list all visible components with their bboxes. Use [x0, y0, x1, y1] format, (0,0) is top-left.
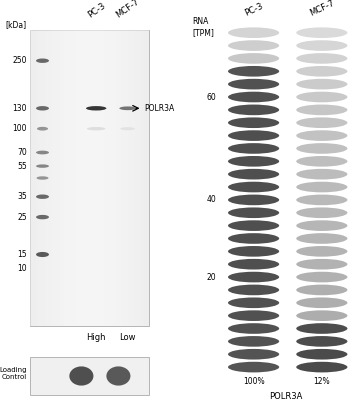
Ellipse shape: [296, 143, 347, 154]
Ellipse shape: [36, 106, 49, 110]
Ellipse shape: [37, 127, 48, 130]
Ellipse shape: [37, 176, 49, 180]
Ellipse shape: [36, 194, 49, 199]
Text: 10: 10: [17, 264, 27, 273]
Ellipse shape: [228, 156, 279, 167]
Ellipse shape: [296, 40, 347, 51]
Ellipse shape: [228, 169, 279, 180]
Ellipse shape: [228, 246, 279, 257]
Ellipse shape: [228, 40, 279, 51]
FancyBboxPatch shape: [30, 357, 149, 395]
Ellipse shape: [36, 151, 49, 154]
Ellipse shape: [228, 143, 279, 154]
Text: High: High: [86, 333, 106, 342]
Text: 25: 25: [17, 213, 27, 222]
Ellipse shape: [119, 106, 136, 110]
Ellipse shape: [87, 127, 106, 130]
Ellipse shape: [296, 259, 347, 270]
Ellipse shape: [228, 259, 279, 270]
Text: PC-3: PC-3: [243, 1, 264, 18]
Ellipse shape: [228, 349, 279, 360]
Ellipse shape: [120, 127, 135, 130]
Ellipse shape: [296, 118, 347, 128]
Ellipse shape: [296, 220, 347, 231]
Text: MCF-7: MCF-7: [114, 0, 141, 20]
Ellipse shape: [296, 130, 347, 141]
Ellipse shape: [296, 208, 347, 218]
Ellipse shape: [296, 233, 347, 244]
Text: MCF-7: MCF-7: [308, 0, 336, 18]
Text: 20: 20: [207, 272, 216, 282]
Text: 60: 60: [206, 92, 216, 102]
Ellipse shape: [296, 53, 347, 64]
Ellipse shape: [296, 298, 347, 308]
Ellipse shape: [228, 79, 279, 90]
Ellipse shape: [228, 233, 279, 244]
Ellipse shape: [36, 164, 49, 168]
Ellipse shape: [296, 349, 347, 360]
Ellipse shape: [36, 252, 49, 257]
Text: 12%: 12%: [314, 377, 330, 386]
Ellipse shape: [296, 156, 347, 167]
Ellipse shape: [296, 79, 347, 90]
Ellipse shape: [296, 272, 347, 282]
Ellipse shape: [296, 27, 347, 38]
Ellipse shape: [228, 336, 279, 347]
Ellipse shape: [228, 92, 279, 102]
Ellipse shape: [228, 285, 279, 295]
Text: 15: 15: [17, 250, 27, 259]
Ellipse shape: [296, 169, 347, 180]
Ellipse shape: [228, 194, 279, 205]
Ellipse shape: [228, 130, 279, 141]
Ellipse shape: [228, 323, 279, 334]
Ellipse shape: [296, 323, 347, 334]
Text: Low: Low: [119, 333, 136, 342]
Text: 35: 35: [17, 192, 27, 201]
Ellipse shape: [106, 366, 130, 386]
Text: 70: 70: [17, 148, 27, 157]
Ellipse shape: [228, 208, 279, 218]
Text: RNA
[TPM]: RNA [TPM]: [192, 18, 214, 37]
Text: 130: 130: [12, 104, 27, 113]
Text: 100%: 100%: [243, 377, 264, 386]
Text: 55: 55: [17, 162, 27, 170]
Ellipse shape: [228, 118, 279, 128]
Ellipse shape: [296, 194, 347, 205]
Ellipse shape: [228, 53, 279, 64]
Ellipse shape: [296, 362, 347, 372]
Text: 250: 250: [12, 56, 27, 65]
Ellipse shape: [228, 66, 279, 77]
Ellipse shape: [296, 310, 347, 321]
Text: POLR3A: POLR3A: [144, 104, 175, 113]
Ellipse shape: [228, 310, 279, 321]
Ellipse shape: [228, 27, 279, 38]
Ellipse shape: [36, 215, 49, 219]
FancyBboxPatch shape: [30, 30, 149, 326]
Text: Loading
Control: Loading Control: [0, 367, 27, 380]
Text: 100: 100: [12, 124, 27, 133]
Ellipse shape: [296, 246, 347, 257]
Ellipse shape: [69, 366, 93, 386]
Ellipse shape: [228, 182, 279, 192]
Text: [kDa]: [kDa]: [5, 20, 26, 29]
Text: PC-3: PC-3: [86, 2, 107, 20]
Ellipse shape: [86, 106, 106, 110]
Ellipse shape: [296, 285, 347, 295]
Ellipse shape: [228, 362, 279, 372]
Ellipse shape: [228, 220, 279, 231]
Ellipse shape: [36, 58, 49, 63]
Ellipse shape: [296, 66, 347, 77]
Ellipse shape: [296, 182, 347, 192]
Text: 40: 40: [206, 195, 216, 204]
Ellipse shape: [296, 92, 347, 102]
Text: POLR3A: POLR3A: [269, 392, 303, 400]
Ellipse shape: [228, 104, 279, 115]
Ellipse shape: [296, 104, 347, 115]
Ellipse shape: [296, 336, 347, 347]
Ellipse shape: [228, 298, 279, 308]
Ellipse shape: [228, 272, 279, 282]
